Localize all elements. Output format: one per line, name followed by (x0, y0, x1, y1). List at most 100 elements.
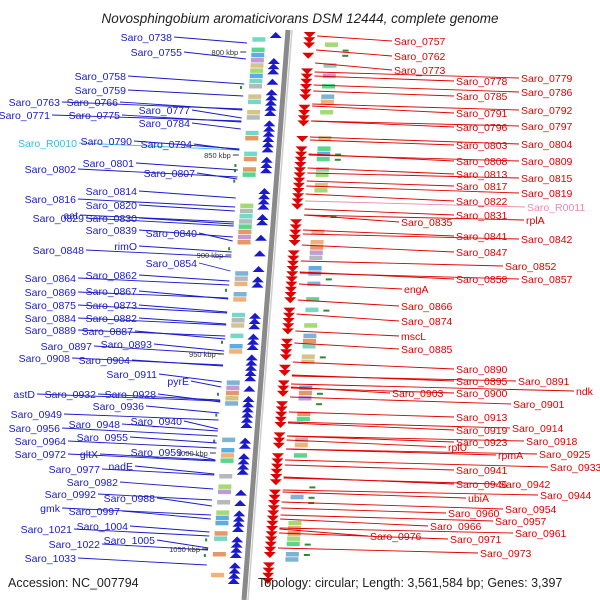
reverse-gene-arrow (275, 406, 288, 413)
gene-label-left: Saro_0766 (67, 97, 119, 109)
feature-track-left (239, 219, 253, 224)
reverse-gene-arrow (270, 474, 283, 480)
forward-gene-arrow (248, 323, 261, 330)
label-connector-right (286, 435, 455, 443)
gene-label-left: Saro_0948 (69, 419, 121, 431)
feature-track-left (214, 531, 228, 536)
label-connector-left (138, 304, 228, 313)
label-connector-left (138, 229, 233, 238)
gene-label-right: Saro_0779 (521, 73, 573, 85)
reverse-gene-arrow (295, 151, 308, 158)
feature-track-right (317, 151, 331, 157)
label-connector-right (313, 90, 455, 97)
gene-label-left: Saro_0869 (25, 287, 77, 299)
reverse-gene-arrow (287, 250, 300, 257)
gc-marker (233, 179, 236, 183)
label-connector-right (306, 185, 520, 194)
forward-gene-arrow (234, 500, 247, 506)
label-connector-left (183, 420, 219, 430)
gene-label-left: Saro_0982 (67, 477, 119, 489)
reverse-gene-arrow (264, 546, 277, 553)
feature-track-right (310, 240, 324, 245)
forward-gene-arrow (242, 396, 255, 402)
gene-label-left: Saro_0784 (139, 118, 191, 130)
gene-label-right: mscL (401, 331, 426, 343)
reverse-gene-arrow (301, 68, 314, 75)
gene-label-left: Saro_0771 (0, 110, 50, 122)
feature-track-left (229, 349, 243, 354)
label-connector-right (290, 396, 512, 405)
label-connector-right (291, 383, 575, 392)
label-connector-right (311, 120, 455, 128)
feature-track-left (220, 458, 234, 463)
label-connector-right (288, 421, 511, 429)
label-connector-right (284, 459, 549, 468)
feature-track-left (250, 58, 264, 63)
gene-label-right: Saro_0842 (521, 234, 573, 246)
feature-track-right (301, 359, 315, 365)
forward-gene-arrow (258, 188, 271, 194)
reverse-gene-arrow (274, 422, 287, 428)
label-connector-left (61, 507, 212, 516)
label-connector-right (304, 214, 400, 223)
reverse-gene-arrow (288, 234, 301, 241)
gene-label-left: Saro_0848 (33, 245, 85, 257)
label-connector-right (281, 501, 504, 510)
feature-track-left (245, 136, 259, 141)
reverse-gene-arrow (278, 370, 291, 376)
gene-label-right: Saro_0885 (401, 344, 453, 356)
label-connector-right (280, 514, 494, 522)
feature-track-right (324, 42, 338, 47)
reverse-gene-arrow (262, 562, 275, 569)
scale-label: 950 kbp (189, 350, 216, 359)
feature-layer (203, 32, 349, 584)
gc-marker (216, 392, 219, 396)
label-connector-left (77, 329, 226, 337)
gene-label-left: Saro_0887 (82, 326, 134, 338)
feature-track-left (247, 110, 261, 115)
label-connector-left (79, 214, 235, 223)
label-connector-left (153, 343, 225, 352)
gene-label-right: Saro_0874 (401, 316, 453, 328)
label-connector-right (279, 528, 369, 537)
feature-track-left (215, 520, 229, 526)
label-connector-right (279, 527, 514, 534)
reverse-gene-arrow (285, 281, 298, 288)
gene-label-right: Saro_0925 (539, 449, 591, 461)
gene-label-right: Saro_0791 (456, 108, 508, 120)
label-connector-left (134, 330, 226, 340)
label-connector-left (190, 380, 222, 388)
gene-label-left: Saro_0755 (131, 47, 183, 59)
label-connector-right (282, 489, 539, 496)
feature-track-left (233, 297, 247, 302)
feature-track-right (308, 266, 322, 271)
gene-label-right: Saro_0966 (430, 521, 482, 533)
feature-track-left (246, 115, 260, 120)
gene-label-right: Saro_0804 (521, 139, 573, 151)
gc-marker (304, 543, 311, 546)
reverse-gene-arrow (292, 182, 305, 189)
gene-label-right: Saro_0857 (521, 274, 573, 286)
gene-label-left: Saro_0840 (146, 228, 198, 240)
feature-track-left (225, 390, 239, 396)
gene-label-right: Saro_0901 (513, 399, 565, 411)
forward-gene-arrow (240, 416, 253, 423)
gene-label-right: Saro_0797 (521, 121, 573, 133)
forward-gene-arrow (231, 526, 244, 532)
reverse-gene-arrow (300, 84, 313, 90)
gene-label-left: Saro_0777 (139, 105, 191, 117)
reverse-gene-arrow (287, 255, 300, 262)
gene-label-right: engA (404, 284, 429, 296)
gene-label-left: gltX (80, 449, 98, 461)
label-connector-left (67, 453, 216, 462)
label-connector-right (312, 103, 520, 111)
forward-gene-arrow (269, 32, 282, 38)
reverse-gene-arrow (291, 203, 304, 210)
label-connector-right (314, 75, 455, 82)
gene-label-left: Saro_0972 (15, 449, 67, 461)
label-connector-left (77, 198, 236, 208)
gc-marker (225, 288, 228, 292)
feature-track-left (230, 333, 244, 339)
feature-track-left (238, 224, 252, 229)
reverse-gene-arrow (281, 328, 294, 335)
